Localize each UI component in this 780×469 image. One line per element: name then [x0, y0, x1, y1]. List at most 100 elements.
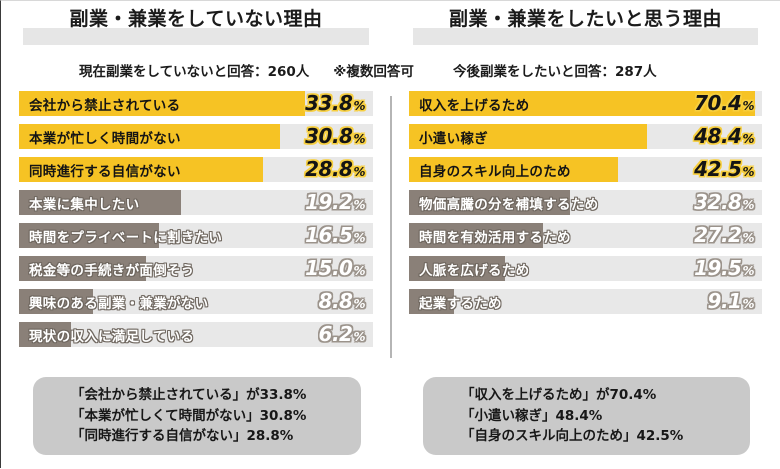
bar-row: 起業するため 9.1%: [409, 289, 762, 314]
bar-row: 同時進行する自信がない 28.8%: [19, 157, 373, 182]
bar-fill: [19, 190, 182, 215]
bar-fill: [409, 223, 543, 248]
bar-fill: [19, 223, 159, 248]
panel-not-doing-sidejob: 副業・兼業をしていない理由 現在副業をしていないと回答：260人 ※複数回答可 …: [1, 1, 414, 469]
percent-sign: %: [353, 198, 365, 212]
bar-value-number: 15.0: [305, 256, 353, 280]
bar-value-number: 27.2: [694, 223, 742, 247]
bar-value: 32.8%: [694, 190, 754, 215]
summary-box-left: 「会社から禁止されている」が33.8% 「本業が忙しくて時間がない」30.8% 「同…: [33, 377, 361, 455]
percent-sign: %: [742, 165, 754, 179]
bar-label: 会社から禁止されている: [29, 97, 181, 114]
panel-want-sidejob: 副業・兼業をしたいと思う理由 今後副業をしたいと回答：287人 収入を上げるため…: [391, 1, 780, 469]
bar-value: 48.4%: [694, 124, 754, 149]
bar-value-number: 6.2: [318, 322, 353, 346]
bar-fill: [409, 157, 618, 182]
bar-label: 現状の収入に満足している: [29, 328, 195, 345]
percent-sign: %: [353, 297, 365, 311]
page-title-right: 副業・兼業をしたいと思う理由: [448, 8, 722, 30]
bar-chart-left: 会社から禁止されている 33.8% 本業が忙しく時間がない 30.8% 同時進行する自信…: [1, 91, 391, 347]
bar-label: 起業するため: [419, 295, 502, 312]
summary-line: 「自身のスキル向上のため」42.5%: [461, 428, 684, 445]
bar-chart-right: 収入を上げるため 70.4% 小遣い稼ぎ 48.4% 自身のスキル向上のため 42.5% 物…: [391, 91, 780, 314]
percent-sign: %: [353, 165, 365, 179]
bar-value: 42.5%: [694, 157, 754, 182]
bar-fill: [409, 190, 571, 215]
panel-header-right: 副業・兼業をしたいと思う理由: [391, 9, 780, 55]
respondents-count-left: 現在副業をしていないと回答：260人: [79, 64, 310, 80]
bar-row: 物価高騰の分を補填するため 32.8%: [409, 190, 762, 215]
bar-value-number: 30.8: [305, 124, 353, 148]
bar-value-number: 8.8: [318, 289, 353, 313]
bar-fill: [409, 124, 647, 149]
percent-sign: %: [353, 264, 365, 278]
bar-value: 8.8%: [318, 289, 366, 314]
header-band: [23, 28, 369, 45]
bar-row: 興味のある副業・兼業がない 8.8%: [19, 289, 373, 314]
subtitle-row-left: 現在副業をしていないと回答：260人 ※複数回答可: [1, 55, 414, 85]
percent-sign: %: [742, 231, 754, 245]
panel-divider: [390, 96, 392, 358]
percent-sign: %: [353, 330, 365, 344]
bar-row: 時間をプライベートに割きたい 16.5%: [19, 223, 373, 248]
bar-row: 本業が忙しく時間がない 30.8%: [19, 124, 373, 149]
bar-value-number: 70.4: [694, 91, 742, 115]
bar-label: 物価高騰の分を補填するため: [419, 196, 599, 213]
page-title-left: 副業・兼業をしていない理由: [69, 8, 323, 30]
bar-value-number: 16.5: [305, 223, 353, 247]
bar-row: 現状の収入に満足している 6.2%: [19, 322, 373, 347]
summary-line: 「同時進行する自信がない」28.8%: [71, 428, 294, 445]
bar-value: 9.1%: [707, 289, 755, 314]
bar-value-number: 42.5: [694, 157, 742, 181]
bar-label: 税金等の手続きが面倒そう: [29, 262, 195, 279]
bar-value: 19.5%: [694, 256, 754, 281]
bar-fill: [19, 322, 72, 347]
bar-row: 税金等の手続きが面倒そう 15.0%: [19, 256, 373, 281]
bar-label: 人脈を広げるため: [419, 262, 530, 279]
summary-line: 「本業が忙しくて時間がない」30.8%: [71, 407, 307, 424]
bar-row: 会社から禁止されている 33.8%: [19, 91, 373, 116]
summary-line: 「会社から禁止されている」が33.8%: [71, 386, 307, 403]
bar-value: 70.4%: [694, 91, 754, 116]
percent-sign: %: [353, 99, 365, 113]
bar-value: 6.2%: [318, 322, 366, 347]
bar-fill: [19, 289, 94, 314]
bar-label: 時間を有効活用するため: [419, 229, 571, 246]
bar-value: 30.8%: [305, 124, 365, 149]
bar-value: 27.2%: [694, 223, 754, 248]
bar-row: 自身のスキル向上のため 42.5%: [409, 157, 762, 182]
bar-value-number: 9.1: [707, 289, 742, 313]
bar-value: 15.0%: [305, 256, 365, 281]
summary-line: 「小遣い稼ぎ」48.4%: [461, 407, 603, 424]
bar-row: 時間を有効活用するため 27.2%: [409, 223, 762, 248]
bar-label: 自身のスキル向上のため: [419, 163, 571, 180]
bar-row: 小遣い稼ぎ 48.4%: [409, 124, 762, 149]
bar-value-number: 19.5: [694, 256, 742, 280]
bar-fill: [19, 124, 280, 149]
bar-value: 19.2%: [305, 190, 365, 215]
bar-fill: [409, 289, 454, 314]
bar-value-number: 33.8: [305, 91, 353, 115]
respondents-count-right: 今後副業をしたいと回答：287人: [453, 64, 657, 80]
subtitle-row-right: 今後副業をしたいと回答：287人: [391, 55, 780, 85]
summary-line: 「収入を上げるため」が70.4%: [461, 386, 657, 403]
percent-sign: %: [742, 99, 754, 113]
bar-row: 人脈を広げるため 19.5%: [409, 256, 762, 281]
bar-value: 16.5%: [305, 223, 365, 248]
bar-value-number: 28.8: [305, 157, 353, 181]
bar-label: 同時進行する自信がない: [29, 163, 181, 180]
panel-header-left: 副業・兼業をしていない理由: [1, 9, 391, 55]
bar-label: 小遣い稼ぎ: [419, 130, 488, 147]
percent-sign: %: [742, 297, 754, 311]
bar-value-number: 48.4: [694, 124, 742, 148]
bar-value-number: 32.8: [694, 190, 742, 214]
bar-label: 本業に集中したい: [29, 196, 140, 213]
bar-value: 33.8%: [305, 91, 365, 116]
bar-fill: [19, 157, 263, 182]
percent-sign: %: [742, 198, 754, 212]
bar-fill: [409, 91, 755, 116]
bar-label: 時間をプライベートに割きたい: [29, 229, 223, 246]
bar-value-number: 19.2: [305, 190, 353, 214]
bar-label: 本業が忙しく時間がない: [29, 130, 181, 147]
